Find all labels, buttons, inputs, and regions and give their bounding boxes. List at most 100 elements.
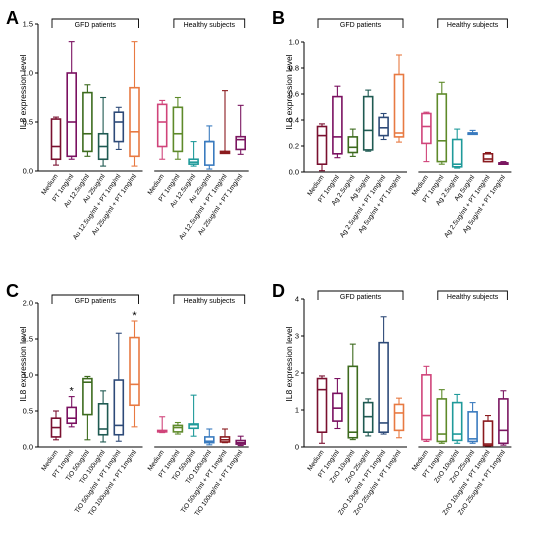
group-bracket (317, 18, 404, 28)
box-2 (332, 377, 343, 430)
group-bracket (317, 290, 404, 300)
box-4 (362, 89, 374, 152)
y-axis-title-d: IL8 expression level (284, 326, 294, 401)
panel-letter-a: A (6, 8, 19, 28)
box-4 (97, 96, 109, 167)
box-3 (82, 375, 93, 441)
box-2 (332, 85, 343, 159)
box-body (332, 392, 343, 422)
y-tick-label: 0.5 (23, 118, 33, 127)
y-tick-label: 0.5 (23, 407, 33, 416)
box-12 (235, 104, 246, 155)
significance-star: * (70, 386, 75, 398)
box-body (451, 138, 463, 168)
box-body (378, 116, 389, 137)
group-bracket (51, 294, 139, 304)
y-tick-label: 1.0 (23, 69, 33, 78)
group-bracket (51, 18, 139, 28)
box-9 (188, 394, 199, 437)
box-6 (393, 54, 405, 143)
y-tick-label: 0.6 (289, 90, 299, 99)
group-bracket (437, 290, 508, 300)
box-body (393, 73, 405, 138)
box-body (436, 398, 448, 443)
box-5 (113, 106, 125, 150)
box-2 (66, 396, 77, 428)
y-tick-label: 2.0 (23, 299, 33, 308)
box-8 (436, 81, 448, 165)
group-label: Healthy subjects (184, 298, 236, 305)
group-label: Healthy subjects (184, 22, 236, 29)
y-tick-label: 0.2 (289, 142, 299, 151)
box-body (66, 72, 77, 158)
box-plot-c: 0.0 0.5 1.0 1.5 2.0 GFD patients Healthy subje… (23, 294, 249, 518)
box-2 (66, 41, 77, 160)
panel-letter-b: B (272, 8, 285, 28)
significance-star: * (132, 310, 137, 322)
box-body (436, 93, 448, 163)
box-9 (188, 141, 199, 167)
box-5 (378, 316, 389, 435)
y-tick-label: 0.8 (289, 64, 299, 73)
box-body (393, 403, 405, 432)
y-tick-label: 1 (295, 406, 299, 415)
box-body (172, 106, 184, 153)
y-tick-label: 4 (295, 295, 299, 304)
y-tick-label: 1.5 (23, 335, 33, 344)
box-body (467, 411, 478, 443)
box-body (421, 112, 432, 145)
box-body (113, 111, 125, 143)
box-11 (482, 414, 494, 447)
y-tick-label: 1.0 (23, 371, 33, 380)
box-5 (378, 112, 389, 141)
box-body (347, 136, 359, 154)
box-body (204, 140, 215, 166)
box-1 (316, 123, 328, 172)
box-12 (498, 161, 509, 165)
group-bracket (173, 18, 246, 28)
box-body (451, 401, 463, 442)
box-11 (219, 428, 231, 444)
box-10 (204, 428, 215, 446)
panel-b: B IL8 expression level 0.0 0.2 0.4 0.6 0.8 1.… (272, 8, 512, 239)
box-body (204, 436, 215, 444)
y-tick-label: 2 (295, 369, 299, 378)
box-body (156, 103, 168, 148)
box-7 (421, 111, 432, 163)
box-9 (451, 393, 463, 444)
box-plot-b: 0.0 0.2 0.4 0.6 0.8 1.0 GFD patients Healthy su… (289, 18, 512, 239)
group-label: Healthy subjects (447, 22, 499, 29)
box-4 (97, 390, 109, 443)
box-plot-a: 0.0 0.5 1.0 1.5 GFD patients Healthy subjects… (23, 18, 249, 241)
y-tick-label: 1.5 (23, 20, 33, 29)
box-body (316, 377, 328, 433)
box-body (97, 402, 109, 436)
y-tick-label: 0.0 (289, 168, 299, 177)
box-body (316, 125, 328, 166)
group-bracket (173, 294, 246, 304)
box-3 (347, 343, 359, 441)
box-8 (172, 421, 184, 435)
group-bracket (437, 18, 508, 28)
box-6 (129, 41, 140, 167)
box-body (347, 365, 359, 439)
box-1 (50, 116, 62, 166)
box-7 (156, 99, 168, 160)
y-tick-label: 1.0 (289, 38, 299, 47)
y-tick-label: 0 (295, 443, 299, 452)
box-body (82, 91, 93, 153)
box-body (235, 135, 246, 151)
box-body (332, 95, 343, 155)
box-11 (219, 90, 231, 155)
box-body (362, 95, 374, 151)
box-7 (421, 365, 432, 443)
box-body (421, 374, 432, 441)
box-body (482, 153, 494, 163)
box-10 (467, 129, 478, 136)
box-1 (316, 375, 328, 444)
box-8 (436, 389, 448, 444)
box-body (129, 336, 140, 407)
box-7 (156, 416, 168, 434)
y-axis-title-b: IL8 expression level (284, 54, 294, 129)
